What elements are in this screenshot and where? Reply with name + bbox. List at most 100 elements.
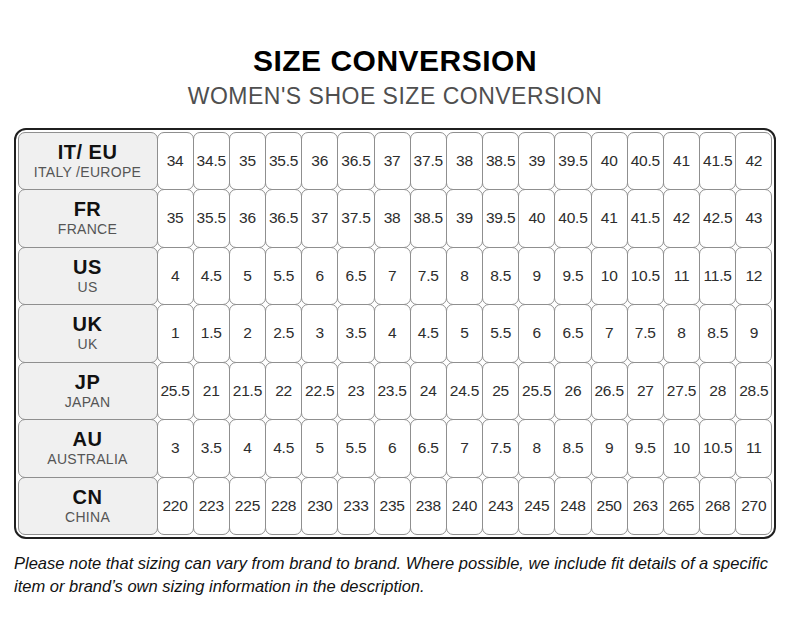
region-label-cell: AU AUSTRALIA: [18, 419, 158, 478]
size-value-cell: 5.5: [337, 419, 374, 478]
size-value-cell: 5.5: [265, 247, 302, 306]
size-value-cell: 270: [735, 477, 772, 536]
region-label-cell: JP JAPAN: [18, 362, 158, 421]
size-value-cell: 40: [518, 189, 555, 248]
region-code: FR: [74, 198, 102, 220]
size-value-cell: 36.5: [265, 189, 302, 248]
size-value-cell: 36.5: [337, 132, 374, 191]
size-value-cell: 40: [591, 132, 628, 191]
size-value-cell: 240: [446, 477, 483, 536]
size-value-cell: 11: [663, 247, 700, 306]
size-value-cell: 8.5: [482, 247, 519, 306]
size-value-cell: 6: [301, 247, 338, 306]
size-value-cell: 263: [627, 477, 664, 536]
region-name: US: [77, 279, 97, 296]
size-value-cell: 4: [157, 247, 194, 306]
size-value-cell: 268: [699, 477, 736, 536]
size-value-cell: 8.5: [554, 419, 591, 478]
size-value-cell: 5: [446, 304, 483, 363]
size-value-cell: 42.5: [699, 189, 736, 248]
size-value-cell: 2: [229, 304, 266, 363]
region-label-cell: IT/ EU ITALY /EUROPE: [18, 132, 158, 191]
page-subtitle: WOMEN'S SHOE SIZE CONVERSION: [14, 85, 776, 108]
size-value-cell: 2.5: [265, 304, 302, 363]
size-value-cell: 9.5: [627, 419, 664, 478]
size-value-cell: 35.5: [265, 132, 302, 191]
size-value-cell: 238: [410, 477, 447, 536]
size-value-cell: 3.5: [337, 304, 374, 363]
size-value-cell: 38.5: [410, 189, 447, 248]
size-value-cell: 10: [663, 419, 700, 478]
size-value-cell: 38: [446, 132, 483, 191]
size-value-cell: 26: [554, 362, 591, 421]
region-name: CHINA: [65, 509, 110, 526]
size-value-cell: 37: [374, 132, 411, 191]
table-row: JP JAPAN 25.52121.52222.52323.52424.5252…: [18, 362, 772, 420]
table-row: CN CHINA 2202232252282302332352382402432…: [18, 477, 772, 535]
size-value-cell: 21: [193, 362, 230, 421]
size-value-cell: 27: [627, 362, 664, 421]
table-row: IT/ EU ITALY /EUROPE 3434.53535.53636.53…: [18, 132, 772, 190]
size-value-cell: 223: [193, 477, 230, 536]
size-value-cell: 28: [699, 362, 736, 421]
size-value-cell: 5: [301, 419, 338, 478]
size-conversion-table: IT/ EU ITALY /EUROPE 3434.53535.53636.53…: [14, 128, 776, 539]
size-value-cell: 35: [157, 189, 194, 248]
size-value-cell: 250: [591, 477, 628, 536]
size-value-cell: 4.5: [265, 419, 302, 478]
region-code: JP: [75, 371, 100, 393]
size-value-cell: 23: [337, 362, 374, 421]
size-value-cell: 3: [301, 304, 338, 363]
footer-note: Please note that sizing can vary from br…: [14, 552, 776, 599]
size-value-cell: 22: [265, 362, 302, 421]
size-value-cell: 220: [157, 477, 194, 536]
size-value-cell: 233: [337, 477, 374, 536]
size-value-cell: 265: [663, 477, 700, 536]
size-value-cell: 22.5: [301, 362, 338, 421]
region-label-cell: US US: [18, 247, 158, 306]
size-value-cell: 41: [663, 132, 700, 191]
size-value-cell: 34.5: [193, 132, 230, 191]
size-value-cell: 228: [265, 477, 302, 536]
size-value-cell: 37.5: [337, 189, 374, 248]
size-value-cell: 7: [446, 419, 483, 478]
size-value-cell: 42: [663, 189, 700, 248]
size-value-cell: 34: [157, 132, 194, 191]
size-value-cell: 36: [229, 189, 266, 248]
size-value-cell: 8: [446, 247, 483, 306]
size-value-cell: 27.5: [663, 362, 700, 421]
size-value-cell: 4.5: [193, 247, 230, 306]
size-value-cell: 25.5: [157, 362, 194, 421]
size-value-cell: 4: [374, 304, 411, 363]
size-value-cell: 38.5: [482, 132, 519, 191]
size-value-cell: 230: [301, 477, 338, 536]
size-value-cell: 7: [591, 304, 628, 363]
size-value-cell: 5: [229, 247, 266, 306]
size-value-cell: 39: [518, 132, 555, 191]
size-value-cell: 3: [157, 419, 194, 478]
size-value-cell: 24: [410, 362, 447, 421]
size-value-cell: 243: [482, 477, 519, 536]
size-value-cell: 7.5: [410, 247, 447, 306]
size-value-cell: 6.5: [410, 419, 447, 478]
region-label-cell: UK UK: [18, 304, 158, 363]
page: SIZE CONVERSION WOMEN'S SHOE SIZE CONVER…: [0, 46, 790, 598]
size-value-cell: 1: [157, 304, 194, 363]
size-value-cell: 248: [554, 477, 591, 536]
size-value-cell: 42: [735, 132, 772, 191]
region-code: CN: [73, 486, 103, 508]
table-row: US US 44.555.566.577.588.599.51010.51111…: [18, 247, 772, 305]
size-value-cell: 35.5: [193, 189, 230, 248]
table-row: AU AUSTRALIA 33.544.555.566.577.588.599.…: [18, 420, 772, 478]
size-value-cell: 41.5: [699, 132, 736, 191]
size-value-cell: 41: [591, 189, 628, 248]
size-value-cell: 10: [591, 247, 628, 306]
size-value-cell: 7: [374, 247, 411, 306]
region-label-cell: CN CHINA: [18, 477, 158, 536]
size-value-cell: 6.5: [554, 304, 591, 363]
size-value-cell: 21.5: [229, 362, 266, 421]
region-name: ITALY /EUROPE: [34, 164, 141, 181]
size-value-cell: 40.5: [554, 189, 591, 248]
region-name: UK: [77, 336, 97, 353]
size-value-cell: 11: [735, 419, 772, 478]
